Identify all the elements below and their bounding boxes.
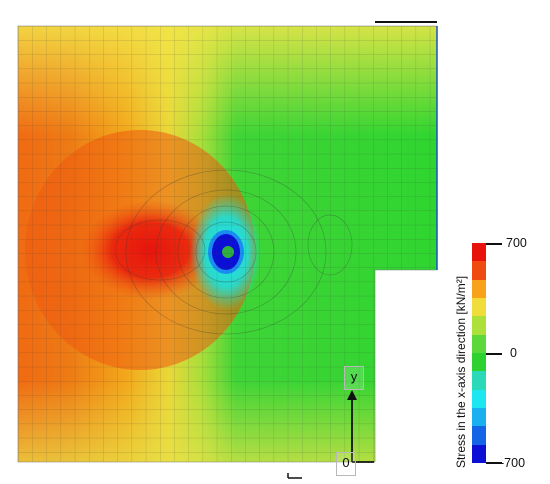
- colorbar: [472, 243, 486, 464]
- colorbar-swatch: [472, 408, 486, 427]
- colorbar-swatch: [472, 426, 486, 446]
- colorbar-swatch: [472, 389, 486, 409]
- colorbar-swatch: [472, 334, 486, 354]
- y-axis-label: y: [344, 366, 364, 390]
- colorbar-swatch: [472, 444, 486, 464]
- colorbar-tick-min: [486, 462, 502, 464]
- colorbar-swatch: [472, 243, 486, 262]
- colorbar-tick-mid: [486, 353, 502, 355]
- colorbar-swatch: [472, 316, 486, 336]
- colorbar-swatch: [472, 298, 486, 317]
- colorbar-swatch: [472, 261, 486, 281]
- colorbar-label-min: -700: [500, 456, 526, 470]
- colorbar-swatch: [472, 371, 486, 391]
- colorbar-swatch: [472, 279, 486, 299]
- origin-label: 0: [336, 452, 356, 476]
- stress-field: [18, 26, 437, 462]
- colorbar-label-mid: 0: [510, 346, 517, 360]
- colorbar-title: Stress in the x-axis direction [kN/m²]: [454, 275, 468, 468]
- colorbar-label-max: 700: [506, 236, 527, 250]
- colorbar-tick-max: [486, 243, 502, 245]
- colorbar-swatch: [472, 353, 486, 372]
